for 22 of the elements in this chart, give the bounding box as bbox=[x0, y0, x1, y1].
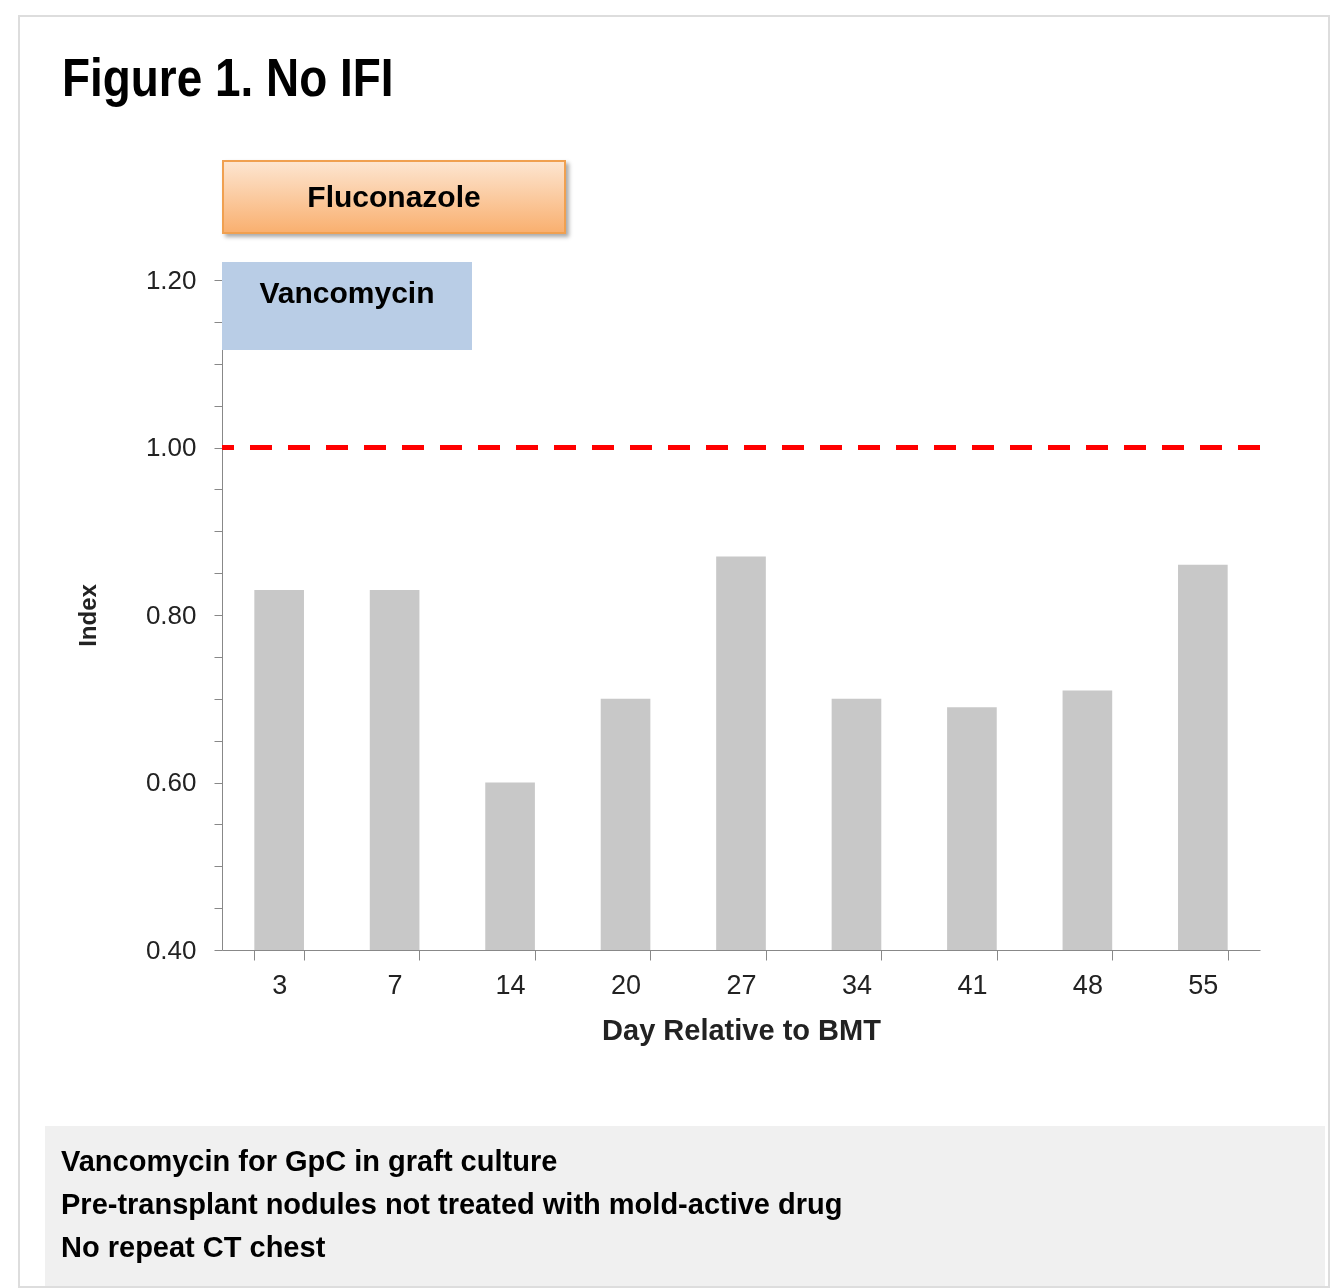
y-tick-label: 0.60 bbox=[145, 767, 197, 797]
y-tick-label: 1.00 bbox=[145, 432, 197, 462]
labelled-box: Vancomycin bbox=[222, 262, 472, 350]
x-tick-label: 3 bbox=[272, 969, 288, 1000]
x-tick-label: 7 bbox=[387, 969, 403, 1000]
chart-title: Figure 1. No IFI bbox=[62, 46, 394, 108]
x-axis-title: Day Relative to BMT bbox=[602, 1013, 882, 1046]
y-tick-label: 1.20 bbox=[145, 264, 197, 295]
text: Pre-transplant nodules not treated with mold-active drug bbox=[61, 1187, 844, 1222]
text: No repeat CT chest bbox=[61, 1230, 327, 1265]
x-tick-label: 14 bbox=[495, 969, 526, 1000]
y-tick-label: 0.40 bbox=[145, 934, 197, 965]
text: Vancomycin for GpC in graft culture bbox=[61, 1144, 559, 1179]
x-tick-label: 41 bbox=[957, 969, 988, 1000]
x-tick-label: 34 bbox=[841, 969, 872, 1000]
y-axis-title: Index bbox=[73, 583, 101, 647]
y-tick-label: 0.80 bbox=[145, 599, 197, 630]
x-tick-label: 48 bbox=[1072, 969, 1103, 1000]
x-tick-label: 20 bbox=[611, 969, 642, 1000]
labelled-box: Fluconazole bbox=[222, 160, 566, 234]
x-tick-label: 55 bbox=[1188, 969, 1219, 1000]
x-tick-label: 27 bbox=[726, 969, 757, 1000]
